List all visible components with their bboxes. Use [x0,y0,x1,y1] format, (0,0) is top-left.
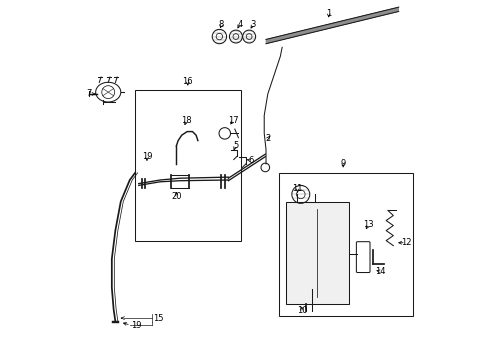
Text: 8: 8 [219,19,224,28]
Text: 15: 15 [153,314,163,323]
Text: 3: 3 [250,19,256,28]
Text: 17: 17 [227,116,238,125]
FancyBboxPatch shape [286,202,348,304]
Text: 1: 1 [325,9,331,18]
Text: 12: 12 [400,238,410,247]
Text: 19: 19 [131,321,142,330]
Text: 10: 10 [296,306,306,315]
Text: 5: 5 [232,141,238,150]
Text: 11: 11 [292,184,302,193]
Text: 13: 13 [362,220,373,229]
Text: 6: 6 [247,156,253,165]
Text: 4: 4 [237,19,242,28]
Text: 7: 7 [86,89,91,98]
Text: 20: 20 [171,192,181,201]
Bar [278,173,412,316]
Text: 2: 2 [264,134,270,143]
Text: 9: 9 [340,159,345,168]
Text: 19: 19 [142,152,152,161]
Bar [135,90,241,241]
Text: 18: 18 [181,116,191,125]
Text: 14: 14 [374,267,385,276]
Ellipse shape [96,82,121,102]
FancyBboxPatch shape [356,242,369,273]
Text: 16: 16 [182,77,193,86]
